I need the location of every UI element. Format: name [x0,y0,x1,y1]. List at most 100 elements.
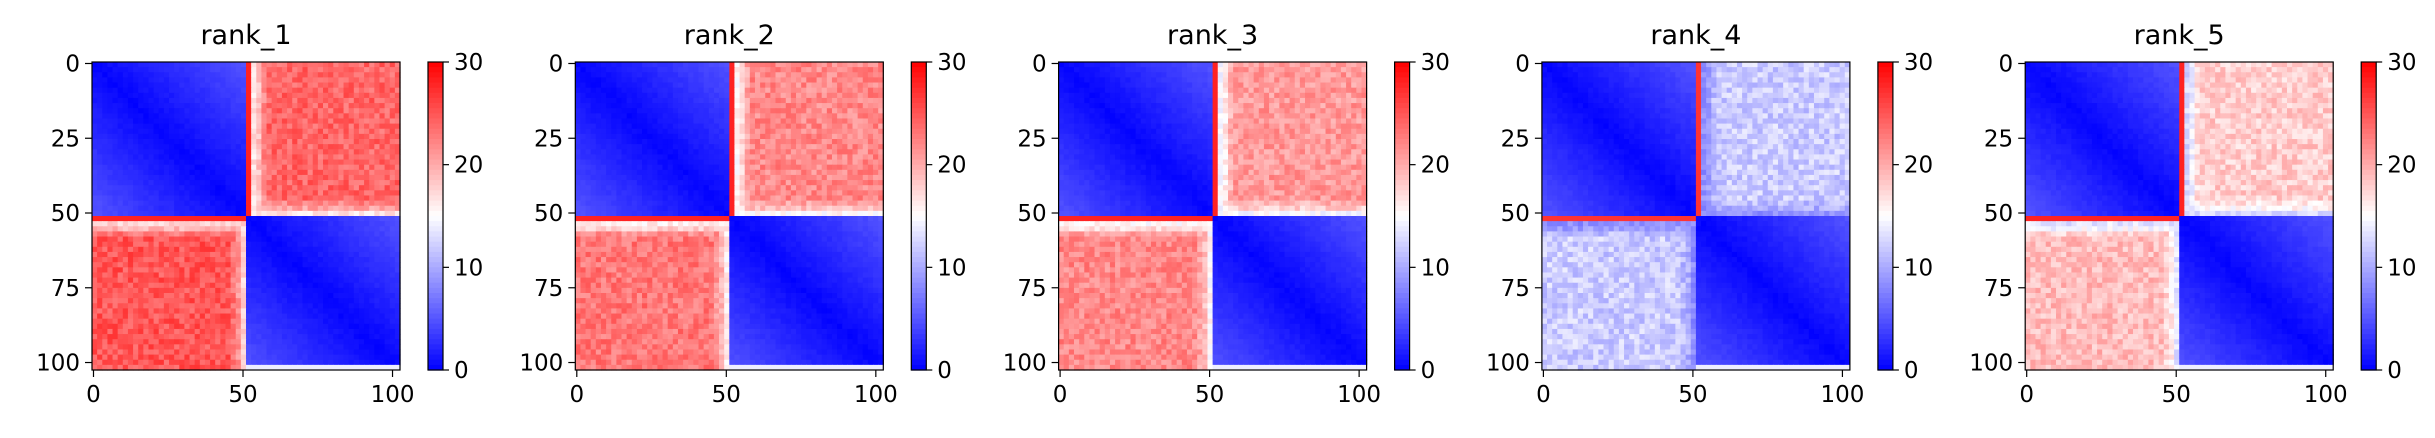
heatmap-cell [210,129,216,135]
heatmap-cell [113,67,119,73]
heatmap-cell [215,216,221,222]
heatmap-cell [277,262,283,268]
heatmap-cell [113,226,119,232]
heatmap-cell [277,72,283,78]
heatmap-cell [123,129,129,135]
heatmap-cell [344,185,350,191]
heatmap-cell [580,93,586,99]
heatmap-cell [374,88,380,94]
heatmap-cell [627,103,633,109]
heatmap-cell [853,139,859,145]
heatmap-cell [143,262,149,268]
heatmap-cell [858,72,864,78]
heatmap-cell [647,67,653,73]
heatmap-cell [246,72,252,78]
heatmap-cell [338,267,344,273]
heatmap-cell [591,103,597,109]
heatmap-cell [302,144,308,150]
heatmap-cell [678,77,684,83]
heatmap-cell [246,129,252,135]
heatmap-cell [647,129,653,135]
heatmap-cell [277,129,283,135]
heatmap-cell [333,77,339,83]
heatmap-cell [678,124,684,130]
heatmap-cell [349,211,355,217]
heatmap-cell [297,134,303,140]
heatmap-cell [195,139,201,145]
heatmap-cell [102,329,108,335]
heatmap-cell [806,160,812,166]
heatmap-cell [359,293,365,299]
heatmap-cell [349,154,355,160]
heatmap-cell [174,154,180,160]
heatmap-cell [179,72,185,78]
heatmap-cell [801,154,807,160]
heatmap-cell [97,103,103,109]
heatmap-cell [379,211,385,217]
heatmap-cell [734,160,740,166]
heatmap-cell [205,118,211,124]
heatmap-cell [169,72,175,78]
heatmap-cell [349,206,355,212]
heatmap-cell [261,293,267,299]
heatmap-cell [287,160,293,166]
heatmap-cell [791,77,797,83]
heatmap-cell [107,93,113,99]
heatmap-cell [143,242,149,248]
heatmap-cell [210,113,216,119]
heatmap-cell [210,272,216,278]
heatmap-cell [729,93,735,99]
heatmap-cell [776,108,782,114]
heatmap-cell [225,72,231,78]
heatmap-cell [755,108,761,114]
heatmap-cell [770,149,776,155]
heatmap-cell [606,88,612,94]
heatmap-cell [148,185,154,191]
heatmap-cell [190,170,196,176]
heatmap-cell [323,298,329,304]
heatmap-cell [827,98,833,104]
heatmap-cell [267,201,273,207]
heatmap-cell [169,67,175,73]
heatmap-cell [205,211,211,217]
heatmap-cell [729,124,735,130]
heatmap-cell [719,118,725,124]
heatmap-cell [374,206,380,212]
heatmap-cell [302,139,308,145]
heatmap-cell [236,216,242,222]
heatmap-cell [765,77,771,83]
heatmap-cell [627,144,633,150]
heatmap-cell [164,113,170,119]
heatmap-cell [323,257,329,263]
heatmap-cell [200,144,206,150]
heatmap-cell [390,160,396,166]
heatmap-cell [297,283,303,289]
heatmap-cell [369,144,375,150]
heatmap-cell [379,303,385,309]
heatmap-cell [313,247,319,253]
heatmap-cell [663,62,669,68]
heatmap-cell [277,278,283,284]
heatmap-cell [154,344,160,350]
heatmap-cell [575,88,581,94]
heatmap-cell [236,303,242,309]
heatmap-cell [184,124,190,130]
heatmap-cell [344,149,350,155]
heatmap-cell [143,118,149,124]
heatmap-cell [349,231,355,237]
heatmap-cell [123,62,129,68]
heatmap-cell [128,180,134,186]
heatmap-cell [354,67,360,73]
heatmap-cell [107,242,113,248]
heatmap-cell [333,211,339,217]
heatmap-cell [282,113,288,119]
heatmap-cell [215,267,221,273]
heatmap-cell [236,324,242,330]
heatmap-cell [200,242,206,248]
heatmap-cell [133,283,139,289]
heatmap-cell [215,252,221,258]
heatmap-cell [225,247,231,253]
heatmap-cell [184,334,190,340]
heatmap-cell [107,108,113,114]
heatmap-cell [292,237,298,243]
